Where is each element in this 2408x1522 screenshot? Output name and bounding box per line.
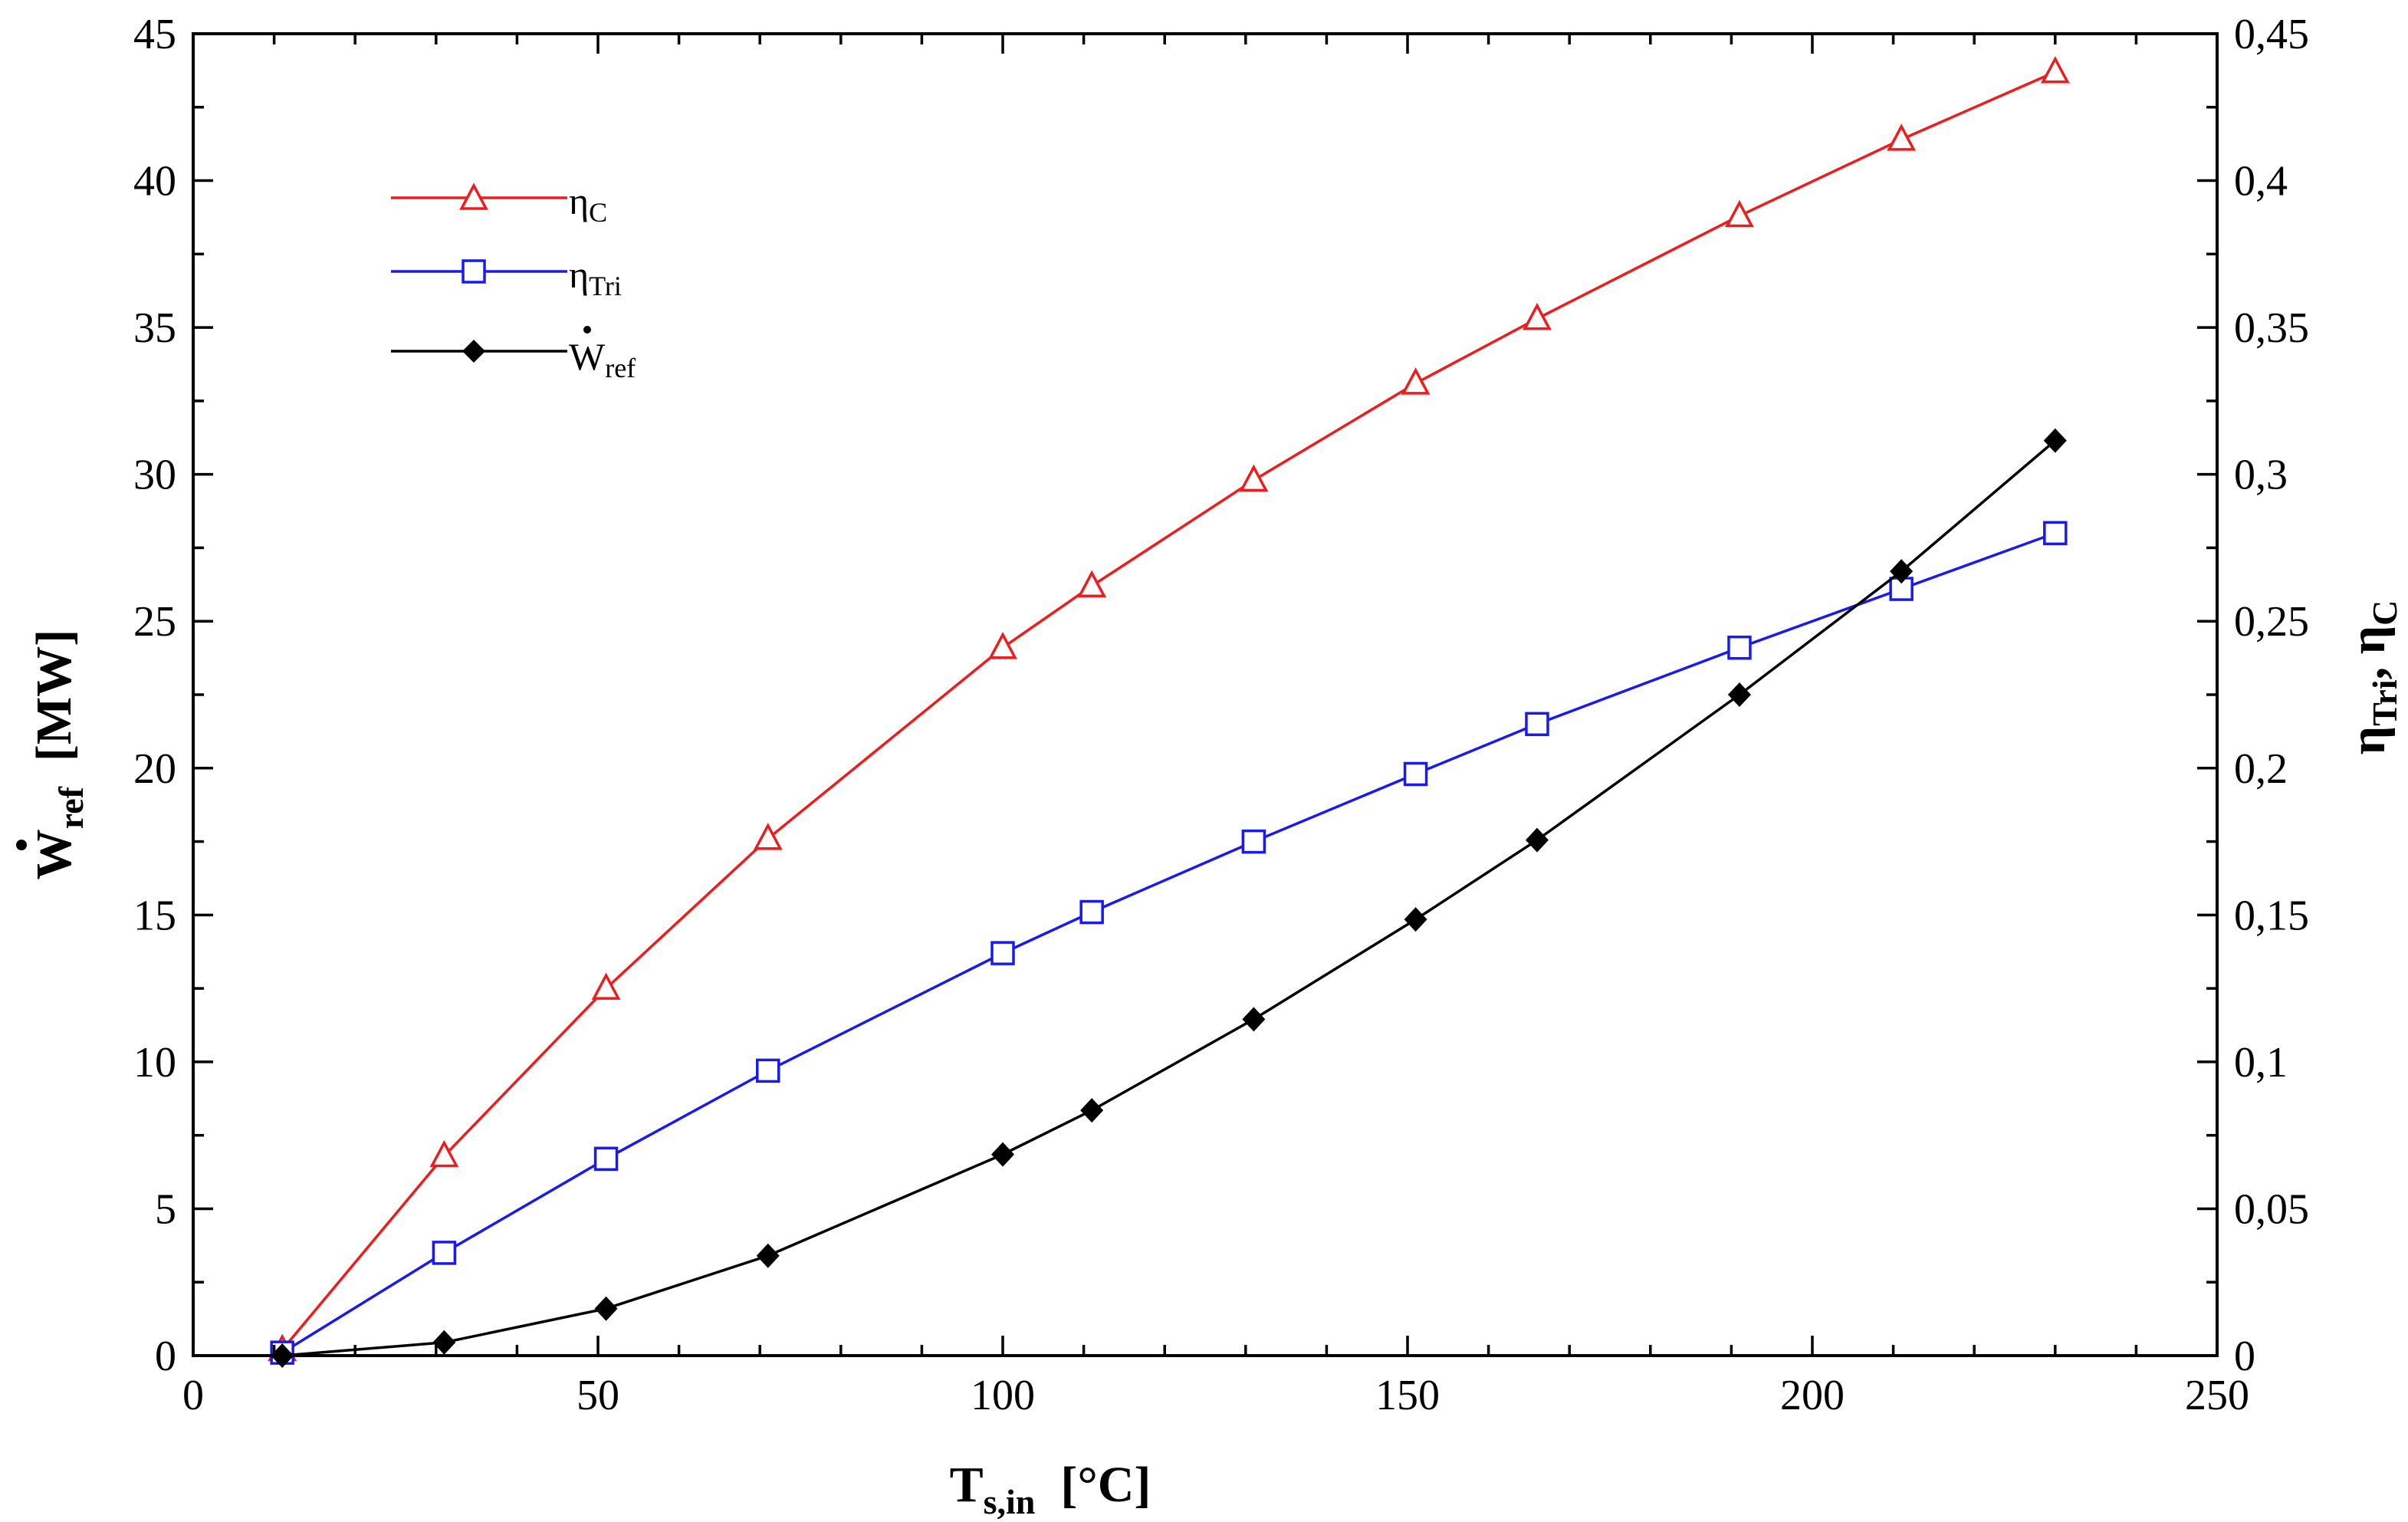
legend-entry-eta-c: ηC xyxy=(391,179,607,228)
data-point-w_ref xyxy=(1404,907,1427,932)
data-point-eta_tri xyxy=(432,1241,457,1265)
series-line-w_ref xyxy=(282,439,2056,1357)
data-point-w_ref xyxy=(1890,559,1914,584)
y-left-axis-label: Wref [MW] xyxy=(26,566,90,967)
data-point-eta_tri xyxy=(2043,521,2068,546)
y-left-tick-label: 40 xyxy=(133,158,176,205)
data-point-w_ref xyxy=(1525,827,1549,853)
data-point-w_ref xyxy=(594,1296,618,1321)
data-point-eta_c xyxy=(1523,302,1552,330)
x-tick-label: 50 xyxy=(577,1372,619,1419)
y-right-tick-label: 0,35 xyxy=(2234,304,2309,352)
legend: ηC ηTri Wref xyxy=(391,179,636,383)
data-point-eta_tri xyxy=(756,1058,780,1083)
y-right-tick-label: 0,45 xyxy=(2234,11,2309,58)
y-right-tick-label: 0 xyxy=(2234,1333,2255,1380)
y-left-tick-label: 30 xyxy=(133,452,176,499)
y-left-tick-label: 20 xyxy=(133,745,176,793)
legend-label-w-ref: Wref xyxy=(569,335,636,383)
legend-w-dot-accent xyxy=(583,326,591,334)
data-point-w_ref xyxy=(2043,428,2067,453)
y-right-tick-label: 0,3 xyxy=(2234,452,2288,499)
y-left-tick-label: 10 xyxy=(133,1039,176,1086)
data-point-eta_c xyxy=(1401,367,1431,395)
y-left-tick-label: 25 xyxy=(133,598,176,646)
data-point-eta_c xyxy=(1725,199,1754,228)
y-right-tick-label: 0,15 xyxy=(2234,892,2309,939)
y-right-tick-label: 0,4 xyxy=(2234,158,2288,205)
data-point-eta_c xyxy=(1887,123,1917,151)
y-left-tick-label: 45 xyxy=(133,11,176,58)
y-right-tick-label: 0,2 xyxy=(2234,745,2288,793)
y-right-tick-label: 0,25 xyxy=(2234,598,2309,646)
x-tick-label: 0 xyxy=(182,1372,204,1419)
data-point-eta_c xyxy=(429,1139,459,1168)
legend-marker-eta-tri xyxy=(462,259,486,284)
x-tick-label: 250 xyxy=(2185,1372,2249,1419)
y-right-tick-label: 0,05 xyxy=(2234,1185,2309,1233)
x-axis-label: Ts,in [°C] xyxy=(950,1457,1151,1521)
w-dot-accent xyxy=(16,840,27,850)
data-point-w_ref xyxy=(756,1243,780,1268)
x-tick-label: 200 xyxy=(1780,1372,1845,1419)
series-line-eta_c xyxy=(281,71,2056,1351)
data-point-eta_tri xyxy=(593,1146,619,1172)
y-left-tick-label: 15 xyxy=(133,892,176,939)
data-point-w_ref xyxy=(432,1330,456,1355)
legend-marker-eta-c xyxy=(459,182,488,210)
data-point-eta_tri xyxy=(1525,712,1549,737)
axes-layer: 0 50 100 150 200 25005101520253035404500,050,… xyxy=(133,11,2309,1419)
x-tick-label: 100 xyxy=(971,1372,1035,1419)
data-point-w_ref xyxy=(1242,1007,1266,1032)
data-point-eta_c xyxy=(988,631,1017,659)
data-point-eta_tri xyxy=(1727,635,1752,660)
y-left-tick-label: 5 xyxy=(155,1185,176,1233)
legend-entry-w-ref: Wref xyxy=(391,326,636,383)
data-point-eta_tri xyxy=(1241,829,1266,854)
data-point-w_ref xyxy=(1727,682,1751,707)
y-left-tick-label: 0 xyxy=(155,1333,176,1380)
data-point-eta_c xyxy=(1239,464,1269,492)
data-point-eta_c xyxy=(2040,56,2070,84)
y-left-tick-label: 35 xyxy=(133,304,176,352)
legend-label-eta-c: ηC xyxy=(569,179,607,228)
legend-entry-eta-tri: ηTri xyxy=(391,253,622,301)
x-tick-label: 150 xyxy=(1375,1372,1440,1419)
legend-marker-w-ref xyxy=(462,340,485,363)
data-point-w_ref xyxy=(1080,1098,1104,1123)
legend-label-eta-tri: ηTri xyxy=(569,253,622,301)
data-point-eta_tri xyxy=(1403,761,1428,787)
series-layer xyxy=(268,56,2070,1368)
data-point-eta_c xyxy=(753,823,783,850)
data-point-eta_tri xyxy=(1079,899,1104,925)
y-right-axis-label: ηTri, ηC xyxy=(2340,537,2408,843)
data-point-eta_tri xyxy=(990,941,1015,965)
data-point-eta_c xyxy=(1077,570,1107,597)
data-point-w_ref xyxy=(991,1142,1014,1167)
data-point-eta_c xyxy=(591,972,621,1000)
series-line-eta_tri xyxy=(281,531,2056,1354)
y-right-tick-label: 0,1 xyxy=(2234,1039,2288,1086)
